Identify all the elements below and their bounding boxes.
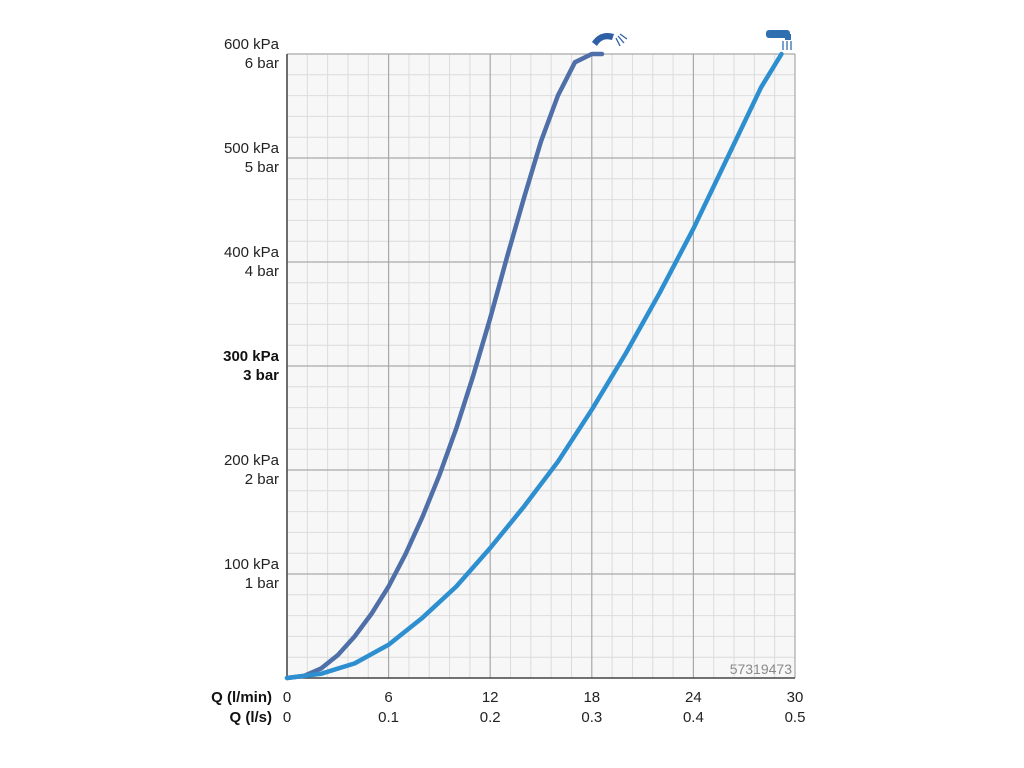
series-line-1	[284, 51, 605, 681]
y-tick-label-kpa: 300 kPa	[223, 348, 280, 365]
y-tick-label-bar: 6 bar	[245, 55, 279, 72]
y-tick-label-kpa: 600 kPa	[224, 36, 280, 53]
chart-grid	[286, 53, 796, 679]
x-tick-label: 30	[787, 689, 804, 706]
y-tick-label-bar: 2 bar	[245, 471, 279, 488]
x-tick-label: 24	[685, 689, 702, 706]
hand-shower-icon	[592, 33, 628, 47]
x-tick-label: 0.4	[683, 709, 704, 726]
x-axis-title: Q (l/min)	[211, 689, 272, 706]
y-tick-label-bar: 1 bar	[245, 575, 279, 592]
x-axis-title: Q (l/s)	[229, 709, 272, 726]
x-tick-label: 0.1	[378, 709, 399, 726]
x-tick-label: 0.3	[581, 709, 602, 726]
chart-series	[284, 51, 784, 681]
y-tick-label-kpa: 400 kPa	[224, 244, 280, 261]
y-tick-label-kpa: 500 kPa	[224, 140, 280, 157]
x-axis-labels: Q (l/min) 0 6 12 18 24 30 Q (l/s) 0 0.1 0.2 0.3 0.4 0…	[211, 689, 805, 726]
y-tick-label-bar: 4 bar	[245, 263, 279, 280]
x-tick-label: 0.5	[785, 709, 806, 726]
y-tick-label-kpa: 200 kPa	[224, 452, 280, 469]
x-tick-label: 0	[283, 709, 291, 726]
x-tick-label: 12	[482, 689, 499, 706]
x-tick-label: 0.2	[480, 709, 501, 726]
y-tick-label-bar: 5 bar	[245, 159, 279, 176]
series-line-2	[284, 51, 784, 681]
x-tick-label: 18	[583, 689, 600, 706]
y-tick-label-kpa: 100 kPa	[224, 556, 280, 573]
x-tick-label: 0	[283, 689, 291, 706]
x-tick-label: 6	[384, 689, 392, 706]
watermark: 57319473	[730, 661, 793, 677]
y-axis-labels: 600 kPa 6 bar 500 kPa 5 bar 400 kPa 4 bar 300 …	[223, 36, 280, 592]
head-shower-icon	[766, 30, 792, 50]
y-tick-label-bar: 3 bar	[243, 367, 279, 384]
